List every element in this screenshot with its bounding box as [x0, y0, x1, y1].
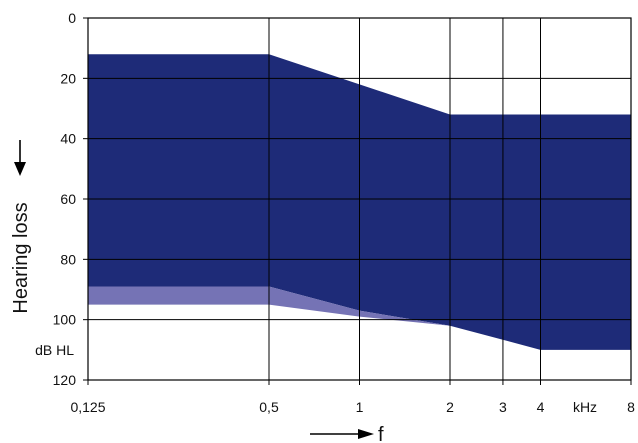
x-axis-ticks: 0,125 0,5 1 2 3 4 8	[70, 380, 635, 415]
x-tick-label: 0,5	[259, 399, 279, 415]
x-axis-title: f	[378, 424, 384, 443]
y-axis-ticks: 0 20 40 60 80 100 120	[53, 10, 88, 388]
x-tick-label: 1	[356, 399, 364, 415]
y-tick-label: 20	[60, 70, 76, 86]
x-tick-label: 2	[446, 399, 454, 415]
x-tick-label: 8	[627, 399, 635, 415]
x-unit-label: kHz	[573, 399, 597, 415]
y-unit-label: dB HL	[35, 342, 74, 358]
y-tick-label: 0	[68, 10, 76, 26]
x-axis-title-group: f	[310, 424, 384, 443]
y-axis-title: Hearing loss	[10, 202, 32, 313]
y-tick-label: 120	[53, 372, 77, 388]
y-axis-title-group: Hearing loss	[10, 140, 32, 314]
grid	[88, 18, 631, 380]
y-tick-label: 80	[60, 251, 76, 267]
y-tick-label: 60	[60, 191, 76, 207]
y-tick-label: 100	[53, 312, 77, 328]
x-axis-arrow-icon	[358, 429, 374, 439]
x-tick-label: 4	[537, 399, 545, 415]
y-tick-label: 40	[60, 131, 76, 147]
x-tick-label: 0,125	[70, 399, 105, 415]
x-tick-label: 3	[499, 399, 507, 415]
y-axis-arrow-icon	[14, 162, 26, 176]
